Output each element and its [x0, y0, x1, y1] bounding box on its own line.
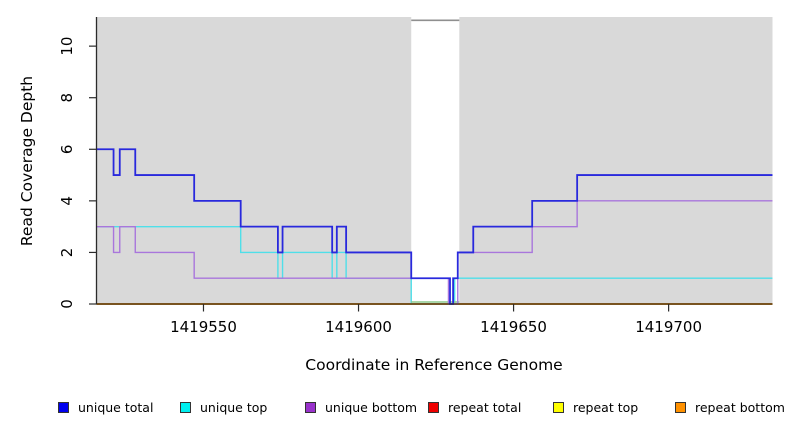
legend-swatch-icon: [180, 401, 191, 413]
plot-background-layer: [96, 17, 773, 304]
legend-item-repeat-bottom: repeat bottom: [675, 398, 785, 416]
y-tick-label: 4: [58, 196, 76, 206]
y-tick-label: 2: [58, 248, 76, 258]
x-tick-label: 1419550: [170, 318, 237, 336]
series-line-unique-total: [96, 148, 773, 305]
legend-swatch-icon: [428, 401, 439, 413]
legend-item-repeat-total: repeat total: [428, 398, 521, 416]
y-tick-label: 0: [58, 299, 76, 309]
legend-item-unique-total: unique total: [58, 398, 153, 416]
legend-item-unique-top: unique top: [180, 398, 267, 416]
legend-item-repeat-top: repeat top: [553, 398, 638, 416]
legend-label: unique total: [78, 399, 154, 415]
legend-swatch-icon: [305, 401, 316, 413]
legend-swatch-icon: [553, 401, 564, 413]
x-axis-title: Coordinate in Reference Genome: [305, 356, 562, 374]
legend-label: unique bottom: [325, 399, 418, 415]
y-tick-label: 10: [58, 37, 76, 56]
axes-layer: 1419550 1419600 1419650 1419700 0 2 4 6 8 10: [58, 17, 773, 336]
y-axis-title: Read Coverage Depth: [18, 76, 36, 246]
x-tick-label: 1419600: [325, 318, 392, 336]
x-tick-label: 1419700: [635, 318, 702, 336]
legend-label: repeat bottom: [695, 399, 785, 415]
legend-label: unique top: [200, 399, 268, 415]
legend-item-unique-bottom: unique bottom: [305, 398, 417, 416]
repeat-region-band: [411, 17, 460, 304]
legend-label: repeat top: [573, 399, 639, 415]
legend-label: repeat total: [448, 399, 522, 415]
y-tick-label: 8: [58, 93, 76, 103]
y-tick-label: 6: [58, 145, 76, 155]
x-tick-label: 1419650: [480, 318, 547, 336]
plot-canvas: 1419550 1419600 1419650 1419700 0 2 4 6 8 10 Coor…: [18, 17, 773, 374]
legend: unique total unique top unique bottom repea…: [0, 398, 792, 420]
legend-swatch-icon: [675, 401, 686, 413]
series-line-unique-bottom: [96, 200, 773, 305]
legend-swatch-icon: [58, 401, 69, 413]
